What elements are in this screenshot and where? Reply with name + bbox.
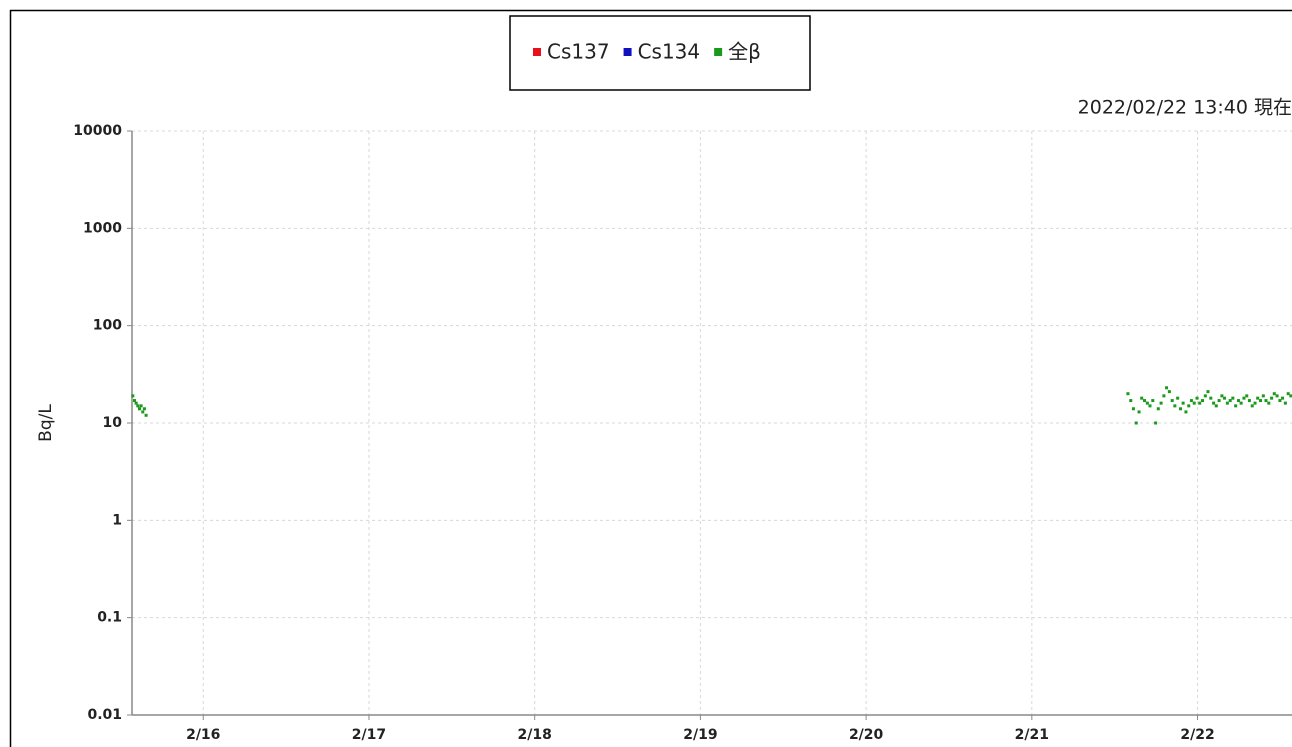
point (1209, 396, 1213, 400)
point (1225, 401, 1229, 405)
legend-label: 全β (728, 40, 761, 64)
point (1134, 421, 1138, 425)
y-tick-label: 10 (103, 415, 123, 431)
point (1231, 396, 1235, 400)
point (1223, 396, 1227, 400)
x-tick-label: 2/20 (849, 727, 884, 743)
point (1181, 401, 1185, 405)
point (1286, 392, 1290, 396)
point (1159, 401, 1163, 405)
point (1162, 394, 1166, 398)
point (1281, 396, 1285, 400)
point (1203, 394, 1207, 398)
point (1250, 404, 1254, 408)
point (136, 404, 140, 408)
point (131, 394, 135, 398)
point (1151, 399, 1155, 403)
point (1234, 404, 1238, 408)
point (1145, 401, 1149, 405)
x-tick-label: 2/22 (1180, 727, 1214, 743)
point (1184, 410, 1188, 414)
point (1143, 399, 1147, 403)
point (1289, 394, 1292, 398)
point (1189, 399, 1193, 403)
point (1165, 386, 1169, 390)
x-tick-label: 2/17 (352, 727, 386, 743)
point (1283, 401, 1287, 405)
point (1173, 404, 1177, 408)
y-tick-label: 1000 (83, 220, 122, 236)
point (1178, 407, 1182, 411)
point (142, 407, 146, 411)
y-tick-label: 0.1 (97, 610, 122, 626)
point (1264, 399, 1268, 403)
point (1256, 396, 1260, 400)
point (1140, 396, 1144, 400)
x-tick-label: 2/19 (683, 727, 717, 743)
point (1176, 396, 1180, 400)
point (1212, 401, 1216, 405)
point (1148, 404, 1152, 408)
x-tick-label: 2/18 (518, 727, 552, 743)
point (137, 407, 141, 411)
point (1154, 421, 1158, 425)
point (1253, 401, 1257, 405)
point (1156, 407, 1160, 411)
point (1187, 404, 1191, 408)
point (1198, 401, 1202, 405)
timestamp: 2022/02/22 13:40 現在 (1078, 97, 1292, 119)
point (1126, 392, 1130, 396)
point (1206, 390, 1210, 394)
legend-label: Cs134 (638, 40, 701, 64)
point (1261, 394, 1265, 398)
point (1214, 404, 1218, 408)
legend-swatch (533, 48, 541, 56)
y-tick-label: 100 (93, 318, 122, 334)
legend-swatch (714, 48, 723, 56)
point (1170, 399, 1174, 403)
point (1137, 410, 1141, 414)
point (1275, 394, 1279, 398)
point (1129, 399, 1133, 403)
point (1270, 396, 1274, 400)
y-axis-label: Bq/L (36, 404, 56, 442)
point (1228, 399, 1232, 403)
point (1239, 401, 1243, 405)
point (1272, 392, 1276, 396)
point (144, 413, 148, 417)
point (1195, 396, 1199, 400)
point (1220, 394, 1224, 398)
point (132, 399, 136, 403)
point (1217, 399, 1221, 403)
x-tick-label: 2/16 (186, 727, 220, 743)
point (1236, 399, 1240, 403)
point (1245, 394, 1249, 398)
point (1242, 396, 1246, 400)
x-tick-label: 2/21 (1015, 727, 1049, 743)
point (1247, 399, 1251, 403)
point (139, 404, 143, 408)
point (141, 410, 145, 414)
legend-box (509, 15, 811, 91)
point (1278, 399, 1282, 403)
point (1192, 401, 1196, 405)
point (134, 401, 138, 405)
y-tick-label: 1 (112, 512, 122, 528)
point (1259, 399, 1263, 403)
legend-swatch (623, 48, 632, 56)
point (1131, 407, 1135, 411)
point (1201, 399, 1205, 403)
point (1167, 390, 1171, 394)
legend-label: Cs137 (547, 40, 610, 64)
y-tick-label: 10000 (73, 123, 122, 139)
y-tick-label: 0.01 (87, 707, 122, 723)
point (1267, 401, 1271, 405)
